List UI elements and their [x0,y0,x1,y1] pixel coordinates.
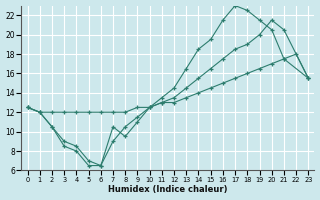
X-axis label: Humidex (Indice chaleur): Humidex (Indice chaleur) [108,185,228,194]
